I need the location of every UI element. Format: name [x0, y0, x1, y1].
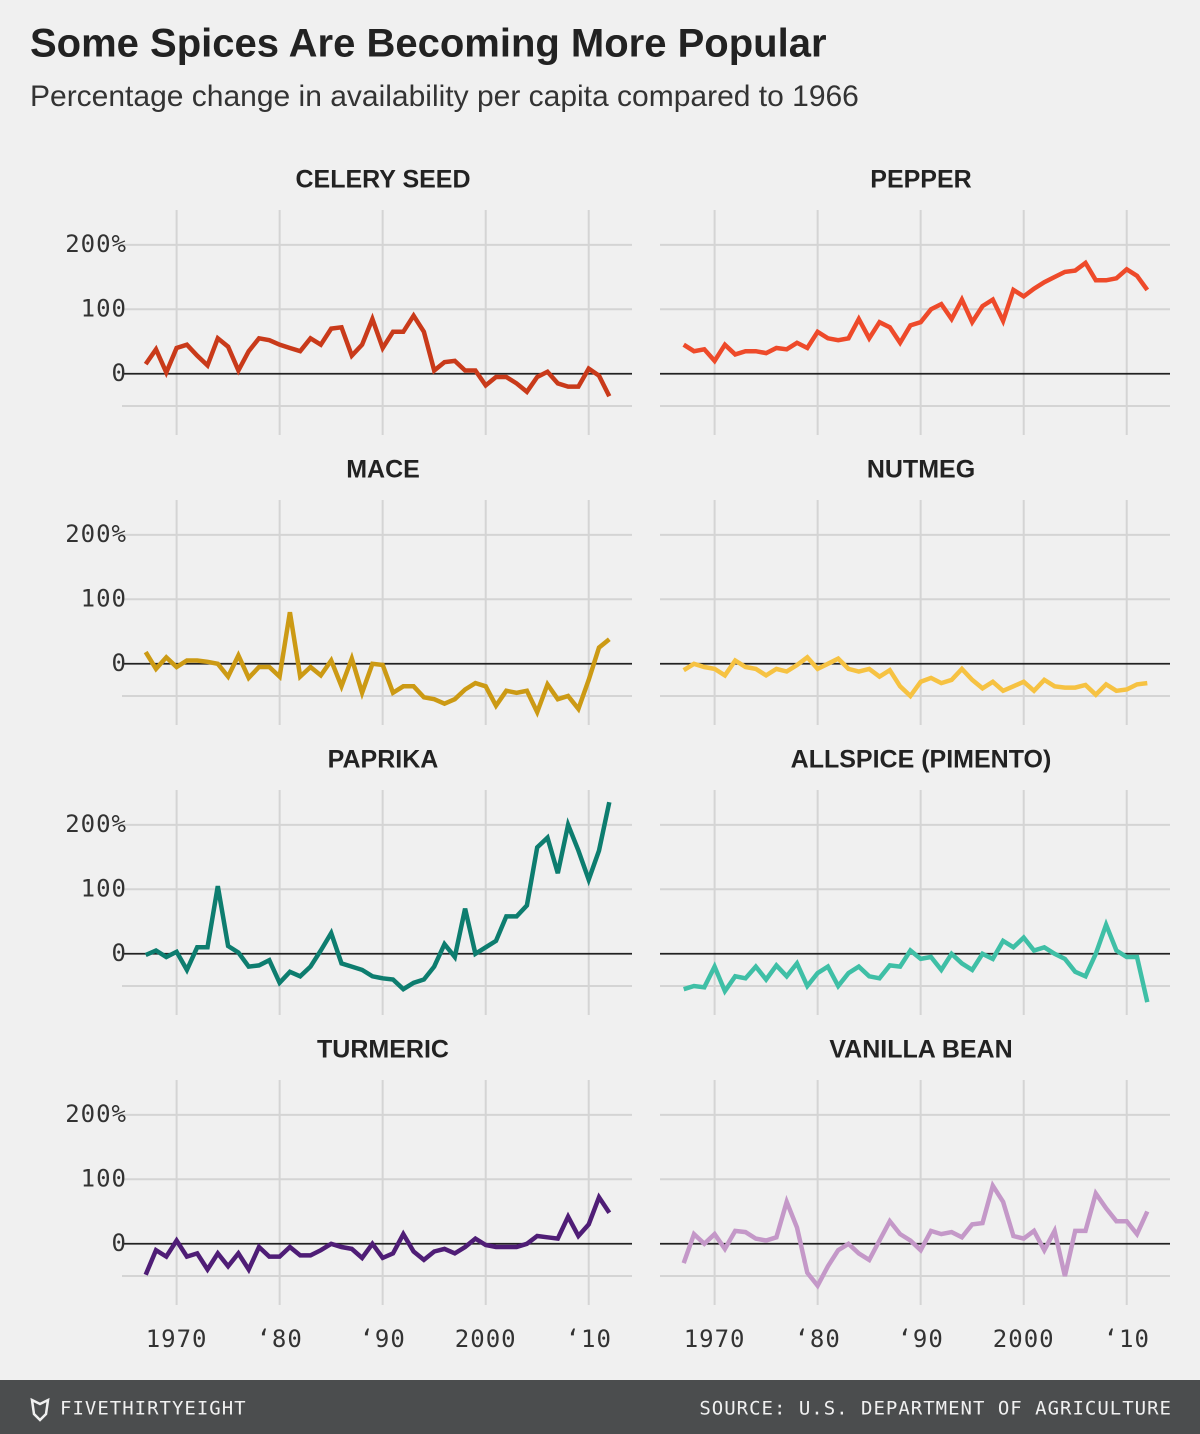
y-tick-label: 0 [112, 1229, 127, 1257]
y-tick-label: 100 [81, 874, 127, 902]
data-line [681, 1180, 1150, 1290]
x-tick-label: 2000 [993, 1325, 1055, 1353]
y-tick-label: 0 [112, 359, 127, 387]
y-tick-label: 200% [65, 520, 127, 548]
y-tick-label: 0 [112, 649, 127, 677]
data-line [144, 801, 612, 993]
panel-title: MACE [346, 456, 420, 484]
data-line [143, 611, 611, 718]
footer-brand: FIVETHIRTYEIGHT [60, 1398, 247, 1420]
data-line [683, 918, 1150, 1003]
page-title: Some Spices Are Becoming More Popular [30, 22, 827, 66]
x-tick-label: ‘80 [794, 1325, 840, 1353]
data-line [682, 654, 1148, 700]
y-tick-label: 200% [65, 810, 127, 838]
y-tick-label: 200% [65, 230, 127, 258]
x-tick-label: 1970 [146, 1325, 208, 1353]
y-tick-label: 200% [65, 1100, 127, 1128]
page-subtitle: Percentage change in availability per ca… [30, 80, 859, 113]
data-line [143, 311, 612, 398]
data-line [143, 1192, 612, 1276]
panel-title: VANILLA BEAN [829, 1036, 1012, 1064]
panel-title: CELERY SEED [295, 166, 470, 194]
panel-title: ALLSPICE (PIMENTO) [791, 746, 1052, 774]
data-line [682, 259, 1150, 365]
footer-bar [0, 1380, 1200, 1434]
x-tick-label: ‘10 [1104, 1325, 1150, 1353]
footer-logo [30, 1397, 50, 1422]
x-tick-label: ‘90 [897, 1325, 943, 1353]
x-tick-label: ‘10 [566, 1325, 612, 1353]
panel-title: NUTMEG [867, 456, 975, 484]
y-tick-label: 0 [112, 939, 127, 967]
panel-title: PEPPER [870, 166, 971, 194]
panel-title: TURMERIC [317, 1036, 449, 1064]
x-tick-label: ‘80 [256, 1325, 302, 1353]
panel-title: PAPRIKA [328, 746, 439, 774]
y-tick-label: 100 [81, 1164, 127, 1192]
x-tick-label: ‘90 [359, 1325, 405, 1353]
footer-source: SOURCE: U.S. DEPARTMENT OF AGRICULTURE [699, 1398, 1172, 1420]
y-tick-label: 100 [81, 584, 127, 612]
y-tick-label: 100 [81, 294, 127, 322]
x-tick-label: 1970 [684, 1325, 746, 1353]
x-tick-label: 2000 [455, 1325, 517, 1353]
